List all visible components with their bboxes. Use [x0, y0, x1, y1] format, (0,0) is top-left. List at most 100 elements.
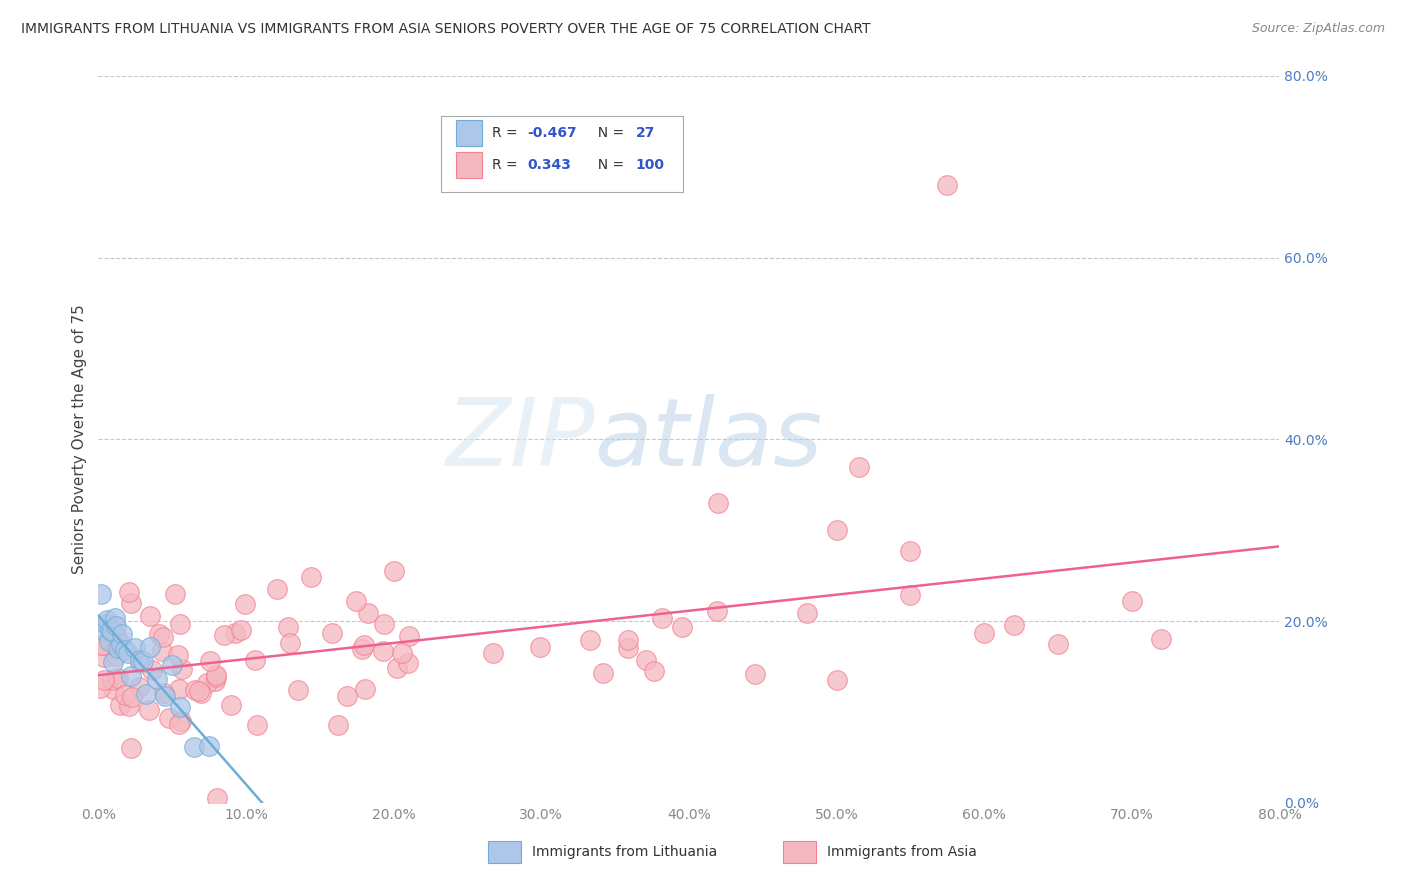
Point: [382, 564, 405, 578]
Text: R =: R =: [492, 158, 522, 172]
Point: [107, 671, 129, 685]
Point: [96, 617, 118, 632]
Point: [111, 627, 134, 641]
Point: [172, 662, 194, 676]
Point: [245, 653, 267, 667]
Text: 27: 27: [636, 126, 655, 139]
Point: [121, 690, 143, 704]
Point: [103, 636, 125, 650]
Text: N =: N =: [589, 158, 628, 172]
Point: [105, 649, 128, 664]
Point: [936, 178, 959, 192]
Point: [139, 640, 162, 654]
Point: [138, 703, 160, 717]
Point: [169, 681, 191, 696]
Point: [204, 673, 226, 688]
Point: [529, 640, 551, 654]
Point: [167, 716, 190, 731]
Point: [825, 673, 848, 688]
Point: [98, 623, 121, 637]
Point: [825, 523, 848, 537]
Point: [146, 673, 169, 687]
Text: -0.467: -0.467: [527, 126, 576, 139]
Point: [94, 617, 117, 632]
Point: [848, 459, 870, 474]
Point: [91, 638, 114, 652]
Point: [105, 631, 128, 645]
Point: [744, 667, 766, 681]
Point: [396, 657, 419, 671]
Point: [350, 642, 373, 657]
Point: [105, 672, 128, 686]
Point: [96, 613, 118, 627]
Point: [205, 668, 228, 682]
Point: [634, 653, 657, 667]
Point: [707, 496, 730, 510]
Point: [153, 686, 176, 700]
Point: [104, 638, 127, 652]
Point: [796, 606, 818, 620]
Point: [277, 620, 299, 634]
Point: [183, 739, 205, 754]
Point: [287, 682, 309, 697]
Point: [198, 654, 221, 668]
Point: [129, 656, 152, 670]
Point: [229, 623, 252, 637]
Point: [107, 640, 129, 655]
Point: [169, 700, 191, 714]
Point: [278, 636, 301, 650]
FancyBboxPatch shape: [457, 120, 482, 145]
Point: [100, 624, 122, 639]
Point: [103, 682, 125, 697]
Point: [110, 637, 132, 651]
Point: [120, 740, 142, 755]
Text: ZIP: ZIP: [444, 393, 595, 485]
Text: 100: 100: [636, 158, 665, 172]
Point: [187, 684, 209, 698]
Point: [167, 648, 190, 663]
Point: [93, 624, 115, 638]
Point: [1002, 617, 1025, 632]
Point: [190, 686, 212, 700]
Point: [246, 717, 269, 731]
Point: [89, 681, 111, 695]
Point: [214, 628, 236, 642]
Point: [114, 643, 136, 657]
Point: [132, 654, 155, 668]
Point: [104, 611, 127, 625]
Point: [706, 604, 728, 618]
Text: N =: N =: [589, 126, 628, 139]
Point: [128, 653, 150, 667]
Point: [157, 711, 180, 725]
Point: [97, 633, 120, 648]
Text: 0.343: 0.343: [527, 158, 571, 172]
Point: [385, 660, 408, 674]
Point: [169, 616, 191, 631]
Point: [100, 673, 122, 688]
Y-axis label: Seniors Poverty Over the Age of 75: Seniors Poverty Over the Age of 75: [72, 304, 87, 574]
Point: [1121, 594, 1143, 608]
Point: [170, 714, 193, 728]
Point: [973, 625, 995, 640]
Text: Source: ZipAtlas.com: Source: ZipAtlas.com: [1251, 22, 1385, 36]
Point: [616, 632, 638, 647]
Point: [148, 627, 170, 641]
Point: [900, 588, 922, 602]
Point: [1046, 637, 1070, 651]
Point: [398, 629, 420, 643]
Point: [118, 585, 141, 599]
Text: IMMIGRANTS FROM LITHUANIA VS IMMIGRANTS FROM ASIA SENIORS POVERTY OVER THE AGE O: IMMIGRANTS FROM LITHUANIA VS IMMIGRANTS …: [21, 22, 870, 37]
Point: [93, 673, 115, 688]
Point: [205, 670, 228, 684]
Point: [152, 630, 174, 644]
Point: [93, 650, 115, 665]
Point: [671, 619, 693, 633]
Point: [371, 644, 394, 658]
Text: R =: R =: [492, 126, 522, 139]
Point: [354, 681, 377, 696]
Point: [266, 582, 288, 597]
Point: [153, 690, 176, 704]
Point: [165, 587, 187, 601]
Point: [481, 646, 503, 660]
Text: Immigrants from Asia: Immigrants from Asia: [827, 846, 977, 859]
